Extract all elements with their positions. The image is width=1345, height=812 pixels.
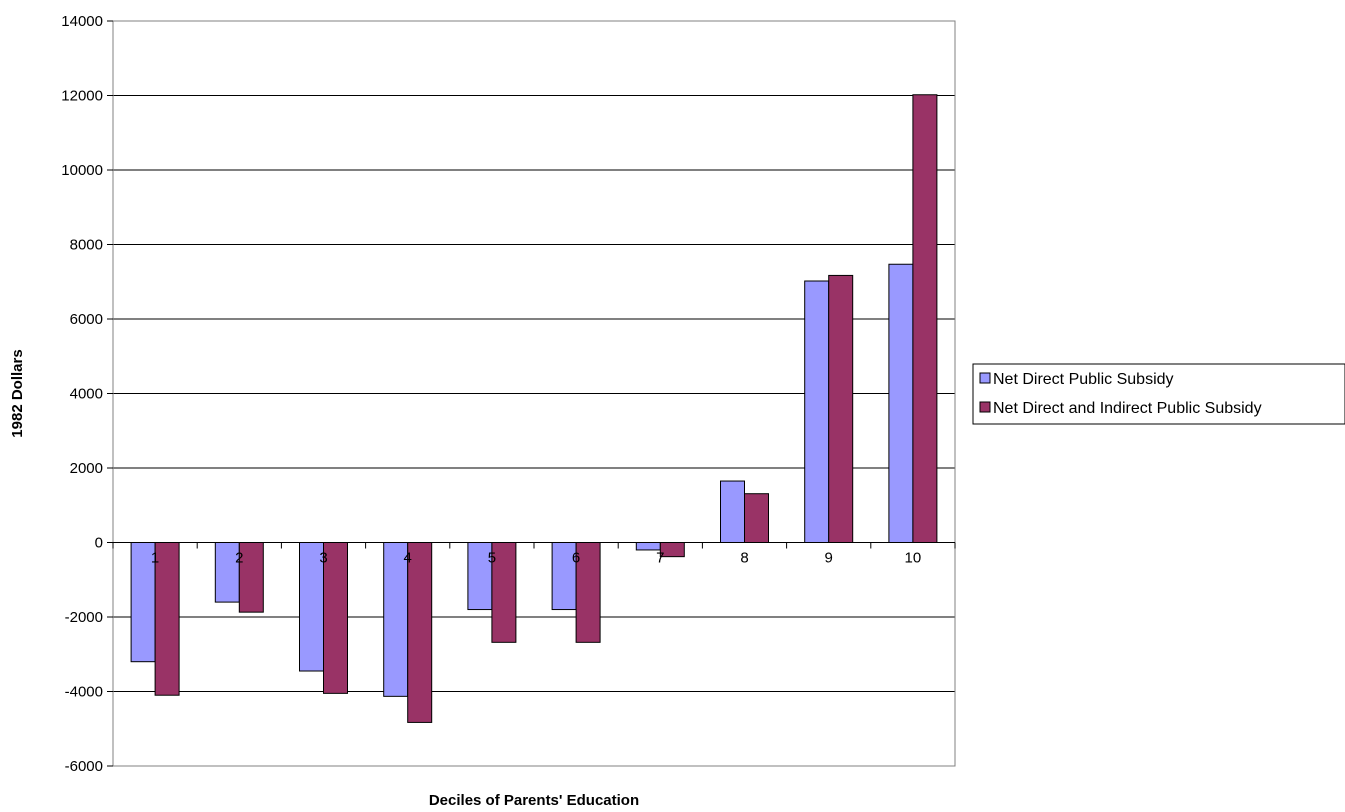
bar-series-0-cat-5 <box>467 542 493 611</box>
legend-swatch-series-0 <box>979 372 991 384</box>
y-tick-label: -4000 <box>65 684 103 701</box>
bar-series-1-cat-8 <box>744 493 769 544</box>
y-tick-label: 14000 <box>61 13 103 30</box>
y-axis-title: 1982 Dollars <box>9 349 26 437</box>
x-category-label: 3 <box>319 550 327 567</box>
bar-series-1-cat-1 <box>154 542 180 696</box>
x-axis-category-labels: 1 2 3 4 5 6 7 8 9 10 <box>112 542 956 567</box>
x-category-label: 6 <box>572 550 580 567</box>
y-tick-label: -6000 <box>65 758 103 775</box>
bar-series-1-cat-10 <box>912 94 938 543</box>
x-category-label: 5 <box>488 550 496 567</box>
y-tick-label: 6000 <box>70 311 103 328</box>
legend: Net Direct Public Subsidy Net Direct and… <box>972 363 1345 425</box>
bar-series-0-cat-3 <box>299 542 324 672</box>
x-axis-title: Deciles of Parents' Education <box>429 792 639 809</box>
y-tick-label: 12000 <box>61 88 103 105</box>
bar-series-1-cat-6 <box>575 542 601 643</box>
x-category-label: 8 <box>740 550 748 567</box>
bar-series-1-cat-9 <box>828 274 854 543</box>
y-tick-label: -2000 <box>65 609 103 626</box>
bar-series-1-cat-3 <box>323 542 348 694</box>
y-tick-label: 10000 <box>61 162 103 179</box>
x-category-label: 10 <box>905 550 922 567</box>
bar-series-0-cat-8 <box>720 480 745 544</box>
legend-swatch-series-1 <box>979 401 991 413</box>
bar-series-0-cat-9 <box>804 280 830 543</box>
y-tick-label: 0 <box>95 535 103 552</box>
legend-frame <box>972 363 1345 425</box>
y-axis-ticks: -6000 -4000 -2000 0 2000 4000 6000 8000 10000 120… <box>61 13 113 775</box>
x-category-label: 7 <box>656 550 664 567</box>
x-category-label: 1 <box>151 550 159 567</box>
bar-series-1-cat-2 <box>238 542 264 613</box>
bar-series-0-cat-10 <box>888 263 914 543</box>
y-tick-label: 4000 <box>70 386 103 403</box>
y-tick-label: 8000 <box>70 237 103 254</box>
bars <box>130 94 938 723</box>
x-category-label: 2 <box>235 550 243 567</box>
legend-label-series-0: Net Direct Public Subsidy <box>993 371 1174 388</box>
x-category-label: 9 <box>825 550 833 567</box>
x-category-label: 4 <box>404 550 412 567</box>
bar-series-0-cat-2 <box>214 542 240 603</box>
bar-series-1-cat-4 <box>407 542 433 723</box>
legend-label-series-1: Net Direct and Indirect Public Subsidy <box>993 400 1262 417</box>
bar-series-1-cat-5 <box>491 542 517 643</box>
y-tick-label: 2000 <box>70 460 103 477</box>
bar-series-0-cat-4 <box>383 542 409 697</box>
